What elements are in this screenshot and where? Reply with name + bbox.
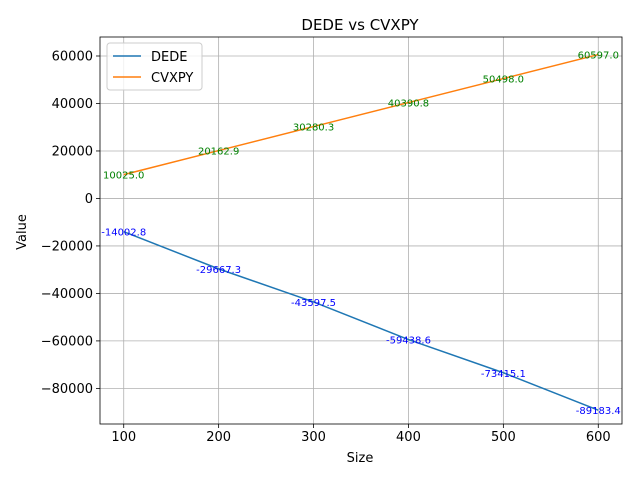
axis-ticks: 100 200 300 400 500 600 −80000 −60000 −40000 −200… (41, 49, 611, 445)
legend-label-dede: DEDE (151, 50, 187, 65)
y-tick-label: −60000 (41, 334, 93, 349)
data-label-dede: -59438.6 (386, 336, 431, 347)
series-line-cvxpy (123, 53, 599, 176)
x-tick-label: 300 (301, 430, 326, 445)
plot-area-frame (99, 36, 623, 425)
chart-title: DEDE vs CVXPY (301, 16, 419, 34)
data-label-dede: -29667.3 (196, 265, 241, 276)
data-label-dede: -73415.1 (481, 369, 526, 380)
data-label-cvxpy: 20162.9 (198, 147, 239, 158)
x-tick-label: 100 (111, 430, 136, 445)
x-tick-label: 400 (396, 430, 421, 445)
y-tick-label: −20000 (41, 239, 93, 254)
data-label-dede: -43597.5 (291, 298, 336, 309)
grid (100, 37, 622, 424)
legend: DEDE CVXPY (106, 42, 203, 91)
data-label-cvxpy: 50498.0 (483, 75, 524, 86)
x-tick-label: 600 (586, 430, 611, 445)
y-tick-label: −40000 (41, 287, 93, 302)
y-tick-label: −80000 (41, 382, 93, 397)
series-line-dede (123, 230, 599, 411)
x-tick-label: 500 (491, 430, 516, 445)
x-tick-label: 200 (206, 430, 231, 445)
y-tick-label: 40000 (52, 97, 93, 112)
data-label-cvxpy: 40390.8 (388, 99, 429, 110)
y-tick-label: 60000 (52, 49, 93, 64)
data-label-dede: -89183.4 (576, 406, 621, 417)
data-label-cvxpy: 60597.0 (578, 51, 619, 62)
data-label-cvxpy: 30280.3 (293, 123, 334, 134)
y-tick-label: 0 (85, 192, 93, 207)
series-lines (123, 53, 599, 411)
x-axis-title: Size (347, 451, 374, 466)
y-tick-label: 20000 (52, 144, 93, 159)
y-axis-title: Value (15, 214, 30, 250)
data-labels: -14002.8 -29667.3 -43597.5 -59438.6 -73415.1… (101, 51, 621, 418)
data-label-cvxpy: 10025.0 (103, 171, 144, 182)
data-label-dede: -14002.8 (101, 228, 146, 239)
legend-label-cvxpy: CVXPY (151, 71, 193, 86)
legend-box (106, 42, 203, 91)
